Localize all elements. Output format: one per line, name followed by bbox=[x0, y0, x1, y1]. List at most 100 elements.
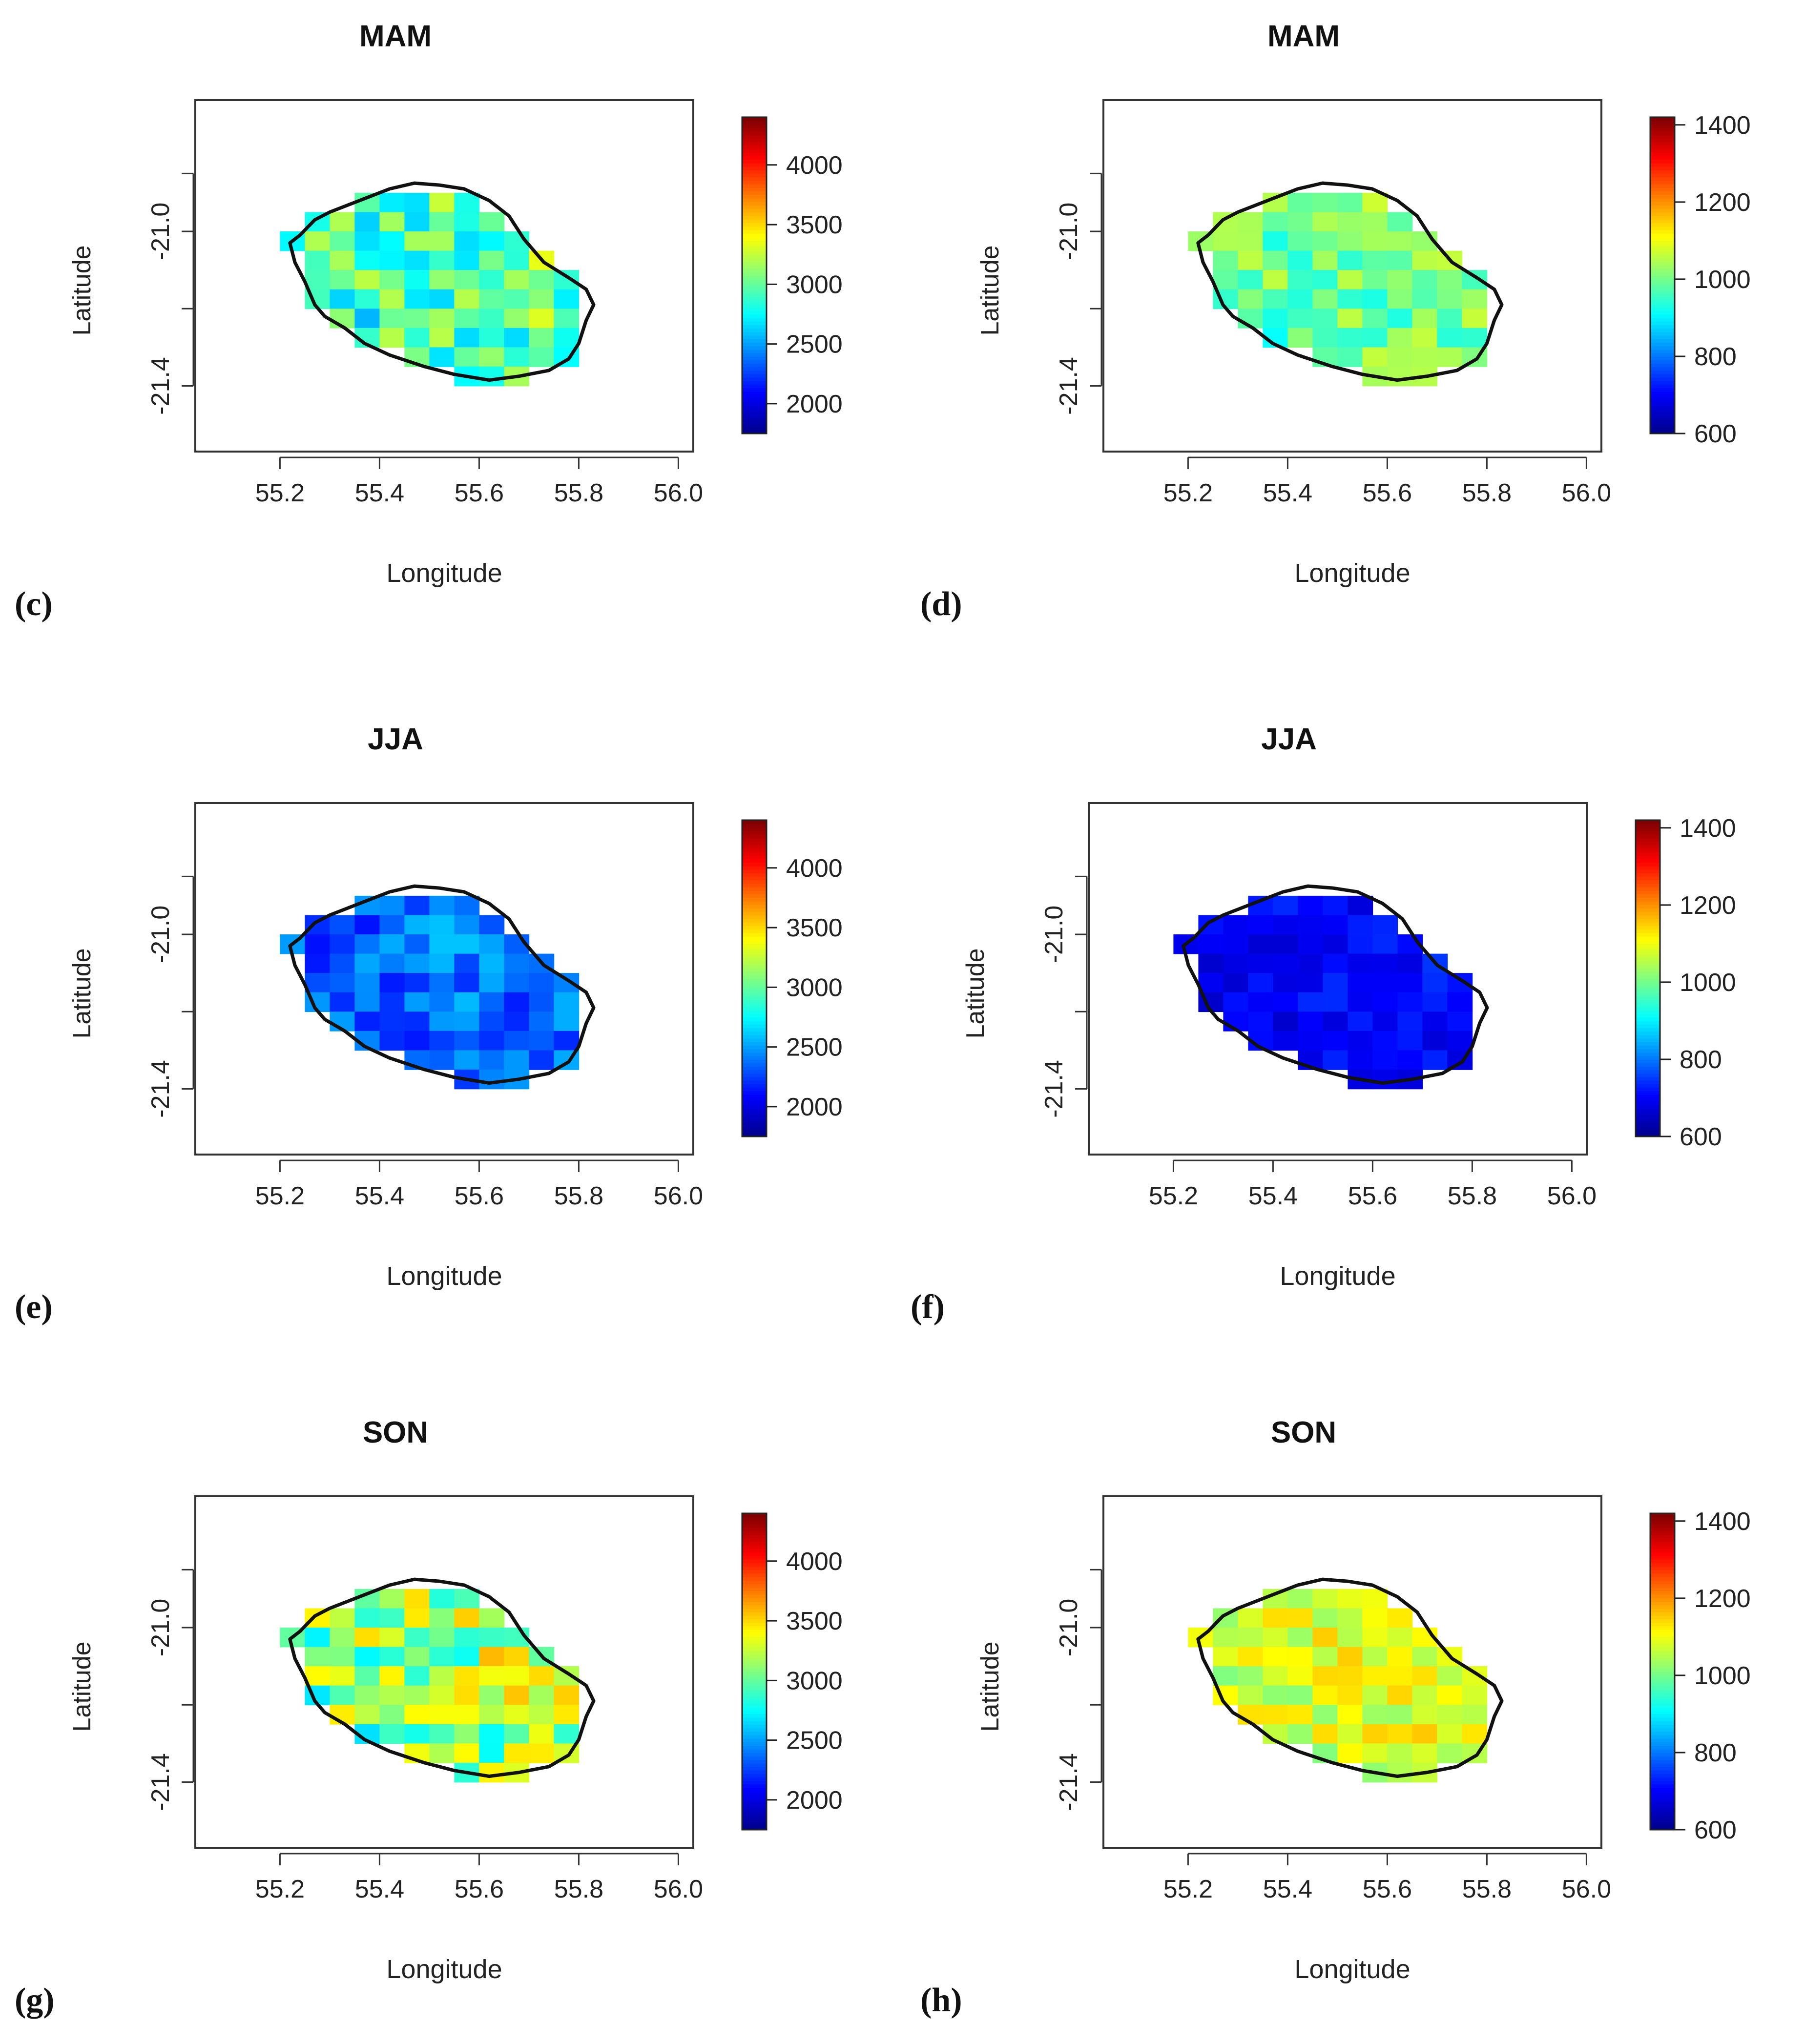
colorbar-step bbox=[1650, 212, 1675, 216]
heatmap-cell bbox=[479, 1031, 505, 1051]
heatmap-cell bbox=[429, 250, 455, 270]
heatmap-cell bbox=[379, 1589, 405, 1609]
heatmap-cell bbox=[404, 231, 430, 251]
heatmap-cell bbox=[1412, 1724, 1438, 1744]
colorbar-tick-label: 3500 bbox=[786, 211, 843, 239]
heatmap-cell bbox=[429, 289, 455, 310]
heatmap-cell bbox=[479, 270, 505, 290]
colorbar-step bbox=[1636, 1087, 1660, 1092]
colorbar-tick-label: 2500 bbox=[786, 1727, 843, 1755]
heatmap-cell bbox=[479, 992, 505, 1012]
heatmap-cell bbox=[1397, 953, 1423, 973]
colorbar-step bbox=[742, 346, 767, 350]
colorbar-step bbox=[1636, 957, 1660, 961]
colorbar-step bbox=[742, 1717, 767, 1721]
colorbar-step bbox=[1636, 992, 1660, 996]
colorbar-step bbox=[1650, 303, 1675, 308]
heatmap-cell bbox=[479, 328, 505, 348]
y-tick-label: -21.0 bbox=[146, 906, 175, 964]
colorbar-step bbox=[742, 1020, 767, 1025]
heatmap-cell bbox=[305, 231, 331, 251]
x-tick-label: 56.0 bbox=[1562, 1875, 1611, 1903]
heatmap-cell bbox=[330, 1608, 355, 1628]
x-tick-label: 55.2 bbox=[1163, 479, 1213, 507]
heatmap-cell bbox=[330, 992, 355, 1012]
y-tick-label: -21.0 bbox=[146, 203, 175, 261]
heatmap-cell bbox=[1213, 250, 1239, 270]
colorbar-step bbox=[742, 388, 767, 392]
heatmap-cell bbox=[379, 192, 405, 213]
colorbar-step bbox=[1650, 223, 1675, 227]
colorbar-step bbox=[1650, 1541, 1675, 1546]
colorbar-step bbox=[1650, 1559, 1675, 1563]
heatmap-cell bbox=[554, 1012, 580, 1032]
colorbar-step bbox=[742, 1545, 767, 1549]
heatmap-cell bbox=[1312, 192, 1338, 213]
heatmap-cell bbox=[1337, 1589, 1363, 1609]
colorbar-step bbox=[1650, 1590, 1675, 1595]
heatmap-cell bbox=[379, 1608, 405, 1628]
heatmap-cell bbox=[1312, 328, 1338, 348]
heatmap-cell bbox=[354, 1705, 380, 1725]
colorbar-step bbox=[1650, 1661, 1675, 1665]
colorbar-step bbox=[1650, 244, 1675, 248]
colorbar-step bbox=[1650, 289, 1675, 293]
heatmap-cell bbox=[479, 915, 505, 935]
heatmap-cell bbox=[1412, 250, 1438, 270]
colorbar-step bbox=[1650, 1672, 1675, 1676]
colorbar-step bbox=[1636, 1105, 1660, 1109]
colorbar-step bbox=[742, 1622, 767, 1627]
heatmap-cell bbox=[1238, 1608, 1264, 1628]
colorbar-step bbox=[742, 359, 767, 364]
heatmap-cell bbox=[1263, 250, 1288, 270]
heatmap-cell bbox=[479, 1666, 505, 1686]
colorbar-step bbox=[1650, 229, 1675, 234]
panel-label: (h) bbox=[920, 1982, 962, 2019]
x-tick-label: 55.8 bbox=[554, 1182, 603, 1210]
heatmap-cell bbox=[554, 973, 580, 993]
y-tick-label: -21.4 bbox=[1040, 1060, 1068, 1118]
colorbar-step bbox=[742, 1720, 767, 1725]
colorbar-step bbox=[742, 1517, 767, 1521]
heatmap-cell bbox=[1362, 309, 1388, 329]
colorbar-step bbox=[742, 1654, 767, 1658]
colorbar-step bbox=[742, 1745, 767, 1750]
colorbar-step bbox=[742, 1749, 767, 1753]
plot-frame bbox=[1088, 802, 1588, 1156]
colorbar-step bbox=[742, 1538, 767, 1542]
y-tick-label: -21.4 bbox=[1055, 357, 1083, 415]
x-tick-label: 55.8 bbox=[1448, 1182, 1497, 1210]
heatmap-cell bbox=[1387, 366, 1413, 387]
colorbar-step bbox=[1650, 215, 1675, 220]
heatmap-cell bbox=[1287, 1705, 1313, 1725]
colorbar-step bbox=[1636, 1097, 1660, 1102]
heatmap-cell bbox=[1287, 309, 1313, 329]
colorbar-step bbox=[742, 131, 767, 135]
heatmap-cell bbox=[404, 992, 430, 1012]
heatmap-cell bbox=[1437, 1685, 1463, 1706]
colorbar-step bbox=[742, 1657, 767, 1662]
colorbar-step bbox=[742, 1819, 767, 1823]
colorbar-step bbox=[742, 409, 767, 413]
colorbar-step bbox=[1650, 384, 1675, 389]
heatmap-cell bbox=[1287, 1647, 1313, 1667]
chart-title: JJA bbox=[1261, 723, 1317, 756]
colorbar-step bbox=[742, 1626, 767, 1630]
heatmap-cell bbox=[1387, 231, 1413, 251]
colorbar-step bbox=[742, 398, 767, 403]
heatmap-cell bbox=[305, 953, 331, 973]
colorbar-step bbox=[1650, 1611, 1675, 1616]
colorbar-step bbox=[1650, 1770, 1675, 1774]
colorbar-step bbox=[742, 187, 767, 192]
colorbar-step bbox=[742, 1636, 767, 1641]
heatmap-cell bbox=[454, 895, 480, 916]
heatmap-cell bbox=[504, 1705, 530, 1725]
heatmap-cell bbox=[1312, 212, 1338, 232]
heatmap-cell bbox=[529, 1705, 555, 1725]
heatmap-cell bbox=[479, 347, 505, 367]
heatmap-cell bbox=[429, 1666, 455, 1686]
heatmap-cell bbox=[429, 1705, 455, 1725]
heatmap-cell bbox=[454, 1705, 480, 1725]
heatmap-cell bbox=[330, 270, 355, 290]
heatmap-cell bbox=[1362, 192, 1388, 213]
